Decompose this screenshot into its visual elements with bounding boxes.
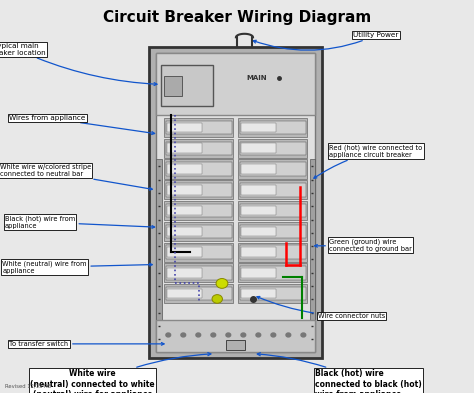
Bar <box>167 247 202 257</box>
Bar <box>239 141 306 155</box>
Bar <box>239 266 306 279</box>
Bar <box>164 139 233 158</box>
Bar <box>241 268 275 278</box>
Circle shape <box>256 333 261 337</box>
Bar <box>238 242 307 262</box>
Bar <box>164 284 233 303</box>
Ellipse shape <box>212 295 222 303</box>
Circle shape <box>226 333 231 337</box>
Bar <box>156 53 315 352</box>
Text: Wires from appliance: Wires from appliance <box>9 115 155 134</box>
Bar <box>241 164 275 174</box>
Ellipse shape <box>216 279 228 288</box>
Bar <box>166 287 232 300</box>
Bar <box>238 263 307 283</box>
Text: Black (hot) wire from
appliance: Black (hot) wire from appliance <box>5 215 155 229</box>
Bar <box>164 160 233 178</box>
Text: Revised 12/13 RB: Revised 12/13 RB <box>5 383 51 388</box>
Bar <box>156 159 162 345</box>
Bar <box>239 225 306 238</box>
Bar <box>166 225 232 238</box>
Text: White wire
(neutral) connected to white
(neutral) wire for appliance: White wire (neutral) connected to white … <box>30 353 211 393</box>
Circle shape <box>211 333 216 337</box>
Bar <box>167 123 202 132</box>
Circle shape <box>181 333 186 337</box>
Bar <box>167 289 202 298</box>
Bar <box>164 222 233 241</box>
Bar <box>238 180 307 199</box>
Bar <box>164 118 233 137</box>
Bar <box>239 162 306 176</box>
Bar <box>241 289 275 298</box>
Bar <box>167 185 202 195</box>
Bar <box>156 320 315 352</box>
Text: Typical main
breaker location: Typical main breaker location <box>0 42 157 86</box>
Text: Green (ground) wire
connected to ground bar: Green (ground) wire connected to ground … <box>315 239 412 252</box>
Bar <box>241 227 275 236</box>
Bar <box>156 53 315 115</box>
Bar <box>239 287 306 300</box>
Circle shape <box>196 333 201 337</box>
Text: Wire connector nuts: Wire connector nuts <box>257 296 385 320</box>
Circle shape <box>286 333 291 337</box>
Bar <box>167 268 202 278</box>
Bar <box>241 206 275 215</box>
Bar <box>166 183 232 196</box>
Bar <box>238 139 307 158</box>
Bar <box>241 247 275 257</box>
Bar <box>164 75 182 96</box>
Bar <box>149 47 322 358</box>
Circle shape <box>271 333 276 337</box>
Bar <box>238 201 307 220</box>
Text: White (neutral) wire from
appliance: White (neutral) wire from appliance <box>2 261 152 274</box>
Bar <box>238 222 307 241</box>
Bar <box>164 263 233 283</box>
Bar <box>239 246 306 259</box>
Bar <box>166 266 232 279</box>
Bar <box>226 340 245 350</box>
Bar <box>167 143 202 153</box>
Bar <box>167 227 202 236</box>
Circle shape <box>166 333 171 337</box>
Bar <box>166 246 232 259</box>
Text: Black (hot) wire
connected to black (hot)
wire from appliance: Black (hot) wire connected to black (hot… <box>257 353 422 393</box>
Bar <box>167 206 202 215</box>
Circle shape <box>241 333 246 337</box>
Text: White wire w/colored stripe
connected to neutral bar: White wire w/colored stripe connected to… <box>0 164 152 190</box>
Bar <box>166 121 232 134</box>
Text: Red (hot) wire connected to
appliance circuit breaker: Red (hot) wire connected to appliance ci… <box>314 145 423 178</box>
Bar <box>167 164 202 174</box>
Text: MAIN: MAIN <box>246 75 267 81</box>
Bar <box>164 242 233 262</box>
Bar <box>310 159 315 345</box>
Bar <box>239 121 306 134</box>
Bar <box>166 162 232 176</box>
Bar <box>161 66 213 106</box>
Text: Utility Power: Utility Power <box>253 32 399 50</box>
Bar <box>241 185 275 195</box>
Bar <box>238 284 307 303</box>
Bar <box>238 118 307 137</box>
Bar <box>164 180 233 199</box>
Bar <box>239 183 306 196</box>
Bar <box>239 204 306 217</box>
Bar <box>241 123 275 132</box>
Text: Circuit Breaker Wiring Diagram: Circuit Breaker Wiring Diagram <box>103 10 371 25</box>
Bar <box>238 160 307 178</box>
Bar <box>164 201 233 220</box>
Bar <box>241 143 275 153</box>
Bar <box>166 204 232 217</box>
Text: To transfer switch: To transfer switch <box>9 341 164 347</box>
Bar <box>166 141 232 155</box>
Circle shape <box>301 333 306 337</box>
